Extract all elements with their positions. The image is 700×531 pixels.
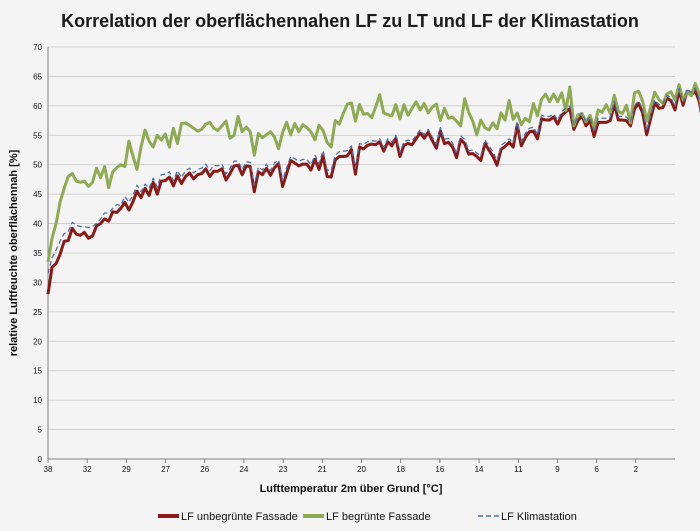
gridlines (48, 46, 675, 430)
y-tick-label: 70 (33, 43, 42, 52)
y-tick-label: 0 (38, 455, 43, 464)
series-group (46, 81, 700, 295)
y-tick-label: 45 (33, 190, 42, 199)
y-axis-label: relative Luftfeuchte oberflächennah [%] (8, 149, 20, 356)
y-tick-label: 20 (33, 337, 42, 346)
y-tick-label: 50 (33, 161, 42, 170)
y-tick-label: 15 (33, 367, 42, 376)
x-tick-label: 14 (475, 465, 484, 474)
series-line-0 (46, 89, 700, 295)
x-tick-label: 24 (239, 465, 248, 474)
legend-label: LF unbegrünte Fassade (181, 511, 298, 523)
series-line-1 (46, 81, 700, 263)
legend: LF unbegrünte Fassade LF begrünte Fassade… (158, 511, 577, 523)
legend-label: LF begrünte Fassade (326, 511, 431, 523)
legend-label: LF Klimastation (501, 511, 577, 523)
chart-title: Korrelation der oberflächennahen LF zu L… (61, 11, 639, 31)
y-tick-label: 55 (33, 131, 42, 140)
y-tick-label: 40 (33, 220, 42, 229)
x-tick-label: 26 (200, 465, 209, 474)
x-tick-label: 18 (396, 465, 405, 474)
x-tick-label: 27 (161, 465, 170, 474)
x-tick-label: 9 (555, 465, 560, 474)
x-tick-label: 38 (44, 465, 53, 474)
x-tick-label: 20 (357, 465, 366, 474)
x-tick-label: 2 (634, 465, 639, 474)
y-tick-label: 60 (33, 102, 42, 111)
x-tick-label: 23 (279, 465, 288, 474)
y-tick-label: 65 (33, 72, 42, 81)
series-line-2 (47, 87, 700, 274)
y-tick-label: 30 (33, 278, 42, 287)
x-axis-label: Lufttemperatur 2m über Grund [°C] (260, 483, 443, 495)
x-tick-label: 21 (318, 465, 327, 474)
x-tick-label: 6 (594, 465, 599, 474)
x-tick-label: 32 (83, 465, 92, 474)
y-tick-label: 25 (33, 308, 42, 317)
y-tick-label: 10 (33, 396, 42, 405)
y-tick-label: 35 (33, 249, 42, 258)
y-tick-label: 5 (38, 426, 43, 435)
x-tick-label: 16 (435, 465, 444, 474)
x-tick-label: 29 (122, 465, 131, 474)
x-tick-label: 11 (514, 465, 523, 474)
